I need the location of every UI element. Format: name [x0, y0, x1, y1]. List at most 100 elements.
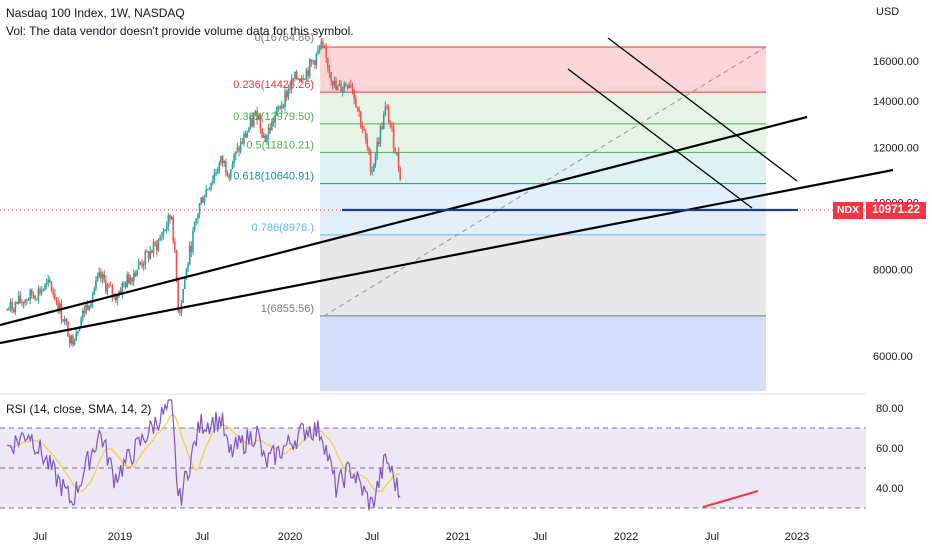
candle-body	[327, 57, 329, 69]
fib-zone	[320, 234, 766, 316]
rsi-tick-label: 40.00	[876, 483, 904, 495]
candle-body	[57, 302, 59, 312]
candle-body	[262, 135, 265, 138]
candle-body	[323, 44, 326, 48]
candle-body	[185, 268, 188, 280]
candle-body	[121, 283, 124, 294]
candle-body	[354, 98, 357, 108]
candle-body	[205, 189, 207, 198]
candle-body	[162, 230, 165, 237]
candle-body	[325, 47, 327, 58]
candle-body	[63, 319, 66, 322]
upper-channel-line	[0, 115, 808, 327]
candle-body	[137, 262, 140, 270]
candle-body	[40, 290, 43, 294]
candle-body	[272, 120, 275, 123]
candle-body	[226, 172, 229, 176]
candle-body	[364, 130, 367, 139]
candle-body	[350, 84, 352, 87]
candle-body	[68, 336, 71, 344]
candle-body	[399, 168, 401, 180]
candle-body	[73, 340, 76, 345]
candle-body	[331, 80, 334, 86]
candle-body	[351, 86, 354, 90]
candle-body	[32, 295, 35, 297]
fib-retracement[interactable]	[0, 46, 866, 391]
candle-body	[305, 69, 308, 79]
candle-body	[105, 280, 107, 292]
candle-body	[96, 276, 99, 280]
candle-body	[152, 242, 155, 253]
candle-body	[382, 114, 385, 129]
candle-body	[72, 335, 74, 345]
candle-body	[221, 156, 224, 163]
candle-body	[106, 284, 109, 292]
candle-body	[392, 126, 395, 148]
candle-body	[195, 218, 198, 222]
candle-body	[345, 83, 347, 86]
candle-body	[86, 304, 89, 310]
time-axis-label: Jul	[705, 531, 719, 543]
time-axis-label: 2021	[446, 531, 470, 543]
time-axis[interactable]: Jul 2019 Jul 2020 Jul 2021 Jul 2022 Jul 2023	[33, 531, 809, 543]
symbol-tag: NDX	[833, 202, 863, 219]
candle-body	[216, 171, 219, 173]
candle-body	[333, 80, 336, 86]
candle-body	[231, 163, 234, 170]
candle-body	[211, 179, 214, 183]
candle-body	[54, 294, 56, 301]
candle-body	[253, 115, 255, 126]
candle-body	[116, 295, 119, 301]
candle-body	[157, 240, 160, 251]
candle-body	[34, 295, 36, 299]
candle-body	[188, 245, 191, 265]
candle-body	[318, 48, 321, 50]
candle-body	[9, 302, 12, 310]
candle-body	[50, 282, 53, 292]
candle-body	[210, 182, 212, 189]
trendlines[interactable]	[0, 37, 894, 345]
fib-level-label: 0.382(12979.50)	[233, 111, 314, 123]
fib-level-labels: 0(16764.86) 0.236(14426.26) 0.382(12979.50…	[233, 32, 314, 315]
time-axis-label: Jul	[365, 531, 379, 543]
candle-body	[128, 274, 130, 284]
price-tick-label: 12000.00	[873, 143, 919, 155]
candle-body	[108, 284, 110, 286]
candle-body	[88, 306, 91, 310]
candle-body	[213, 173, 216, 180]
candle-body	[249, 118, 252, 129]
candle-body	[225, 161, 227, 173]
candle-body	[75, 332, 78, 341]
candle-body	[257, 114, 260, 121]
candle-body	[62, 319, 64, 322]
candlesticks[interactable]	[6, 37, 401, 348]
candle-body	[266, 134, 268, 143]
candle-body	[202, 197, 204, 203]
candle-body	[7, 309, 10, 311]
candle-body	[322, 41, 324, 45]
candle-body	[289, 88, 291, 90]
price-tick-label: 16000.00	[873, 56, 919, 68]
candle-body	[313, 60, 316, 65]
candle-body	[244, 133, 247, 138]
candle-body	[200, 197, 203, 204]
time-axis-label: 2019	[108, 531, 132, 543]
candle-body	[376, 141, 378, 157]
descending-trendline-lower	[567, 68, 753, 209]
lower-channel-line	[0, 168, 894, 345]
candle-body	[83, 310, 86, 314]
time-axis-label: 2022	[614, 531, 638, 543]
candle-body	[16, 302, 18, 304]
time-axis-label: Jul	[195, 531, 209, 543]
fib-zone	[320, 46, 766, 93]
candle-body	[45, 282, 48, 285]
candle-body	[31, 289, 33, 296]
candle-body	[320, 41, 323, 49]
candle-body	[312, 60, 314, 62]
candle-body	[170, 216, 173, 219]
rsi-pane[interactable]: 80.00 60.00 40.00	[0, 393, 904, 511]
candle-body	[397, 152, 400, 169]
candle-body	[24, 299, 27, 304]
candle-body	[290, 78, 293, 90]
